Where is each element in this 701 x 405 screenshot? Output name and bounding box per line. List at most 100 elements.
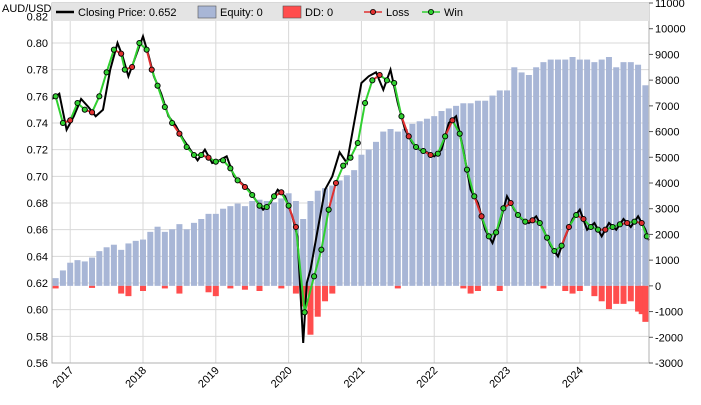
equity-bar-30 bbox=[271, 202, 278, 286]
equity-bar-15 bbox=[161, 231, 168, 286]
trade-marker-33 bbox=[285, 202, 292, 209]
trade-marker-19 bbox=[183, 143, 190, 151]
trade-marker-60 bbox=[485, 233, 492, 240]
trade-marker-37 bbox=[318, 246, 325, 253]
trade-marker-54 bbox=[442, 133, 449, 140]
equity-bar-47 bbox=[394, 131, 401, 286]
equity-bar-31 bbox=[278, 198, 285, 286]
trade-marker-43 bbox=[362, 99, 369, 107]
drawdown-bar-21 bbox=[467, 285, 474, 294]
drawdown-bar-18 bbox=[329, 285, 336, 294]
trade-marker-40 bbox=[340, 162, 347, 169]
right-tick-label-9: 6000 bbox=[655, 127, 679, 139]
equity-bar-9 bbox=[118, 249, 125, 286]
trade-marker-36 bbox=[311, 273, 318, 280]
drawdown-bar-11 bbox=[256, 285, 263, 291]
trade-marker-20 bbox=[190, 151, 198, 159]
trade-marker-66 bbox=[529, 217, 536, 224]
trade-marker-10 bbox=[121, 66, 128, 73]
equity-bar-32 bbox=[285, 193, 292, 286]
trade-marker-41 bbox=[347, 154, 354, 161]
trade-marker-71 bbox=[565, 223, 572, 231]
drawdown-bar-33 bbox=[627, 285, 634, 302]
trade-marker-26 bbox=[234, 177, 241, 184]
equity-bar-70 bbox=[562, 59, 569, 286]
left-tick-label-2: 0.60 bbox=[27, 305, 48, 317]
trade-marker-62 bbox=[500, 205, 507, 212]
trade-marker-68 bbox=[544, 234, 551, 241]
equity-bar-23 bbox=[220, 208, 227, 286]
trade-marker-70 bbox=[558, 242, 565, 249]
trade-marker-39 bbox=[332, 179, 339, 187]
equity-bar-57 bbox=[467, 103, 474, 286]
right-tick-label-14: 11000 bbox=[655, 0, 685, 10]
drawdown-bar-3 bbox=[125, 285, 132, 297]
right-tick-label-11: 8000 bbox=[655, 75, 679, 87]
trade-marker-0 bbox=[52, 93, 59, 100]
trade-marker-46 bbox=[383, 77, 390, 84]
equity-bar-12 bbox=[140, 239, 147, 286]
trade-segment-39 bbox=[335, 165, 345, 184]
equity-bar-58 bbox=[474, 100, 481, 286]
trade-marker-32 bbox=[278, 189, 285, 196]
trade-marker-31 bbox=[271, 193, 278, 200]
trade-marker-45 bbox=[376, 71, 383, 79]
equity-bar-46 bbox=[387, 129, 394, 286]
equity-bar-79 bbox=[627, 62, 634, 286]
drawdown-bar-17 bbox=[322, 285, 329, 302]
equity-bar-62 bbox=[504, 90, 511, 286]
trade-marker-16 bbox=[161, 103, 168, 111]
trade-marker-75 bbox=[594, 226, 602, 233]
left-tick-label-0: 0.56 bbox=[27, 358, 48, 370]
legend-label-4: Win bbox=[444, 7, 463, 19]
trade-segment-37 bbox=[320, 209, 330, 250]
trade-marker-5 bbox=[88, 109, 96, 116]
left-tick-label-8: 0.72 bbox=[27, 145, 48, 157]
equity-bar-76 bbox=[605, 57, 612, 286]
trade-segment-42 bbox=[356, 102, 367, 144]
equity-bar-61 bbox=[496, 90, 503, 286]
trade-marker-22 bbox=[205, 154, 212, 161]
right-tick-label-10: 7000 bbox=[655, 101, 679, 113]
equity-bar-2 bbox=[67, 262, 74, 286]
trade-marker-15 bbox=[154, 82, 161, 89]
trade-marker-47 bbox=[391, 79, 398, 87]
trade-segment-11 bbox=[131, 42, 141, 68]
equity-bar-34 bbox=[300, 219, 307, 286]
drawdown-bar-13 bbox=[292, 285, 299, 294]
equity-bar-13 bbox=[147, 231, 154, 286]
trade-marker-74 bbox=[587, 223, 594, 231]
drawdown-bar-25 bbox=[562, 285, 569, 291]
drawdown-bar-0 bbox=[52, 285, 59, 289]
equity-bar-41 bbox=[351, 170, 358, 286]
trade-segment-57 bbox=[466, 169, 476, 197]
left-axis: 0.56 0.58 0.60 0.62 0.64 0.66 0.68 0.70 0.72 0.74… bbox=[27, 11, 48, 370]
trade-markers bbox=[52, 39, 650, 316]
equity-bar-39 bbox=[336, 180, 343, 286]
trade-marker-17 bbox=[169, 119, 176, 127]
trade-marker-49 bbox=[405, 133, 412, 140]
trade-marker-79 bbox=[624, 219, 631, 227]
trade-marker-7 bbox=[103, 69, 110, 76]
equity-bar-27 bbox=[249, 201, 256, 286]
legend-swatch-4 bbox=[427, 8, 434, 15]
equity-bar-18 bbox=[183, 229, 190, 286]
trade-marker-9 bbox=[118, 50, 125, 57]
left-tick-label-9: 0.74 bbox=[27, 118, 48, 130]
trade-segment-6 bbox=[98, 72, 108, 97]
left-tick-label-13: 0.82 bbox=[27, 11, 48, 23]
trade-marker-78 bbox=[616, 221, 623, 228]
trade-marker-25 bbox=[227, 165, 234, 172]
trade-segment-2 bbox=[69, 102, 79, 121]
drawdown-bars bbox=[52, 285, 649, 335]
equity-bar-14 bbox=[154, 226, 161, 286]
trade-marker-13 bbox=[143, 46, 150, 53]
equity-bar-54 bbox=[445, 108, 452, 286]
equity-bar-28 bbox=[256, 199, 263, 286]
equity-bar-5 bbox=[89, 257, 96, 286]
equity-bar-81 bbox=[642, 85, 649, 286]
trade-segment-43 bbox=[364, 80, 374, 104]
trade-segment-13 bbox=[145, 49, 153, 70]
trade-segment-56 bbox=[458, 133, 468, 170]
